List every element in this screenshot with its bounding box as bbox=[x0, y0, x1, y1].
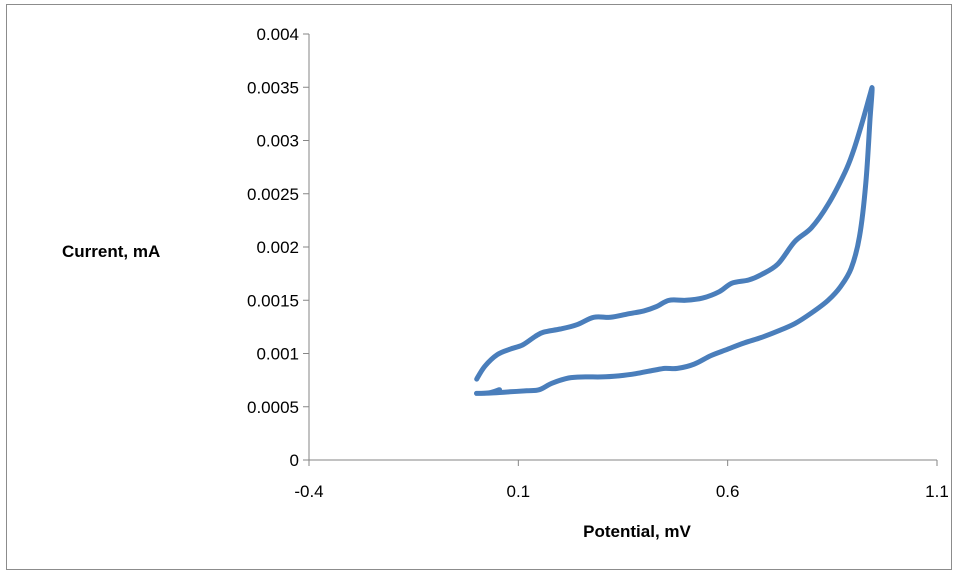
x-ticks: -0.4 0.1 0.6 1.1 bbox=[294, 460, 949, 501]
x-tick-label: -0.4 bbox=[294, 482, 323, 501]
y-tick-label: 0.0035 bbox=[247, 78, 299, 97]
series-group bbox=[473, 85, 875, 396]
y-tick-label: 0.0015 bbox=[247, 291, 299, 310]
series-line-0 bbox=[473, 85, 875, 396]
y-axis-title: Current, mA bbox=[62, 242, 160, 261]
chart-area bbox=[6, 4, 952, 570]
x-axis-title: Potential, mV bbox=[583, 522, 691, 541]
y-ticks: 0 0.0005 0.001 0.0015 0.002 0.0025 0.003 0.0035… bbox=[247, 25, 309, 470]
y-tick-label: 0.003 bbox=[256, 132, 299, 151]
y-tick-label: 0.002 bbox=[256, 238, 299, 257]
x-tick-label: 0.6 bbox=[716, 482, 740, 501]
y-tick-label: 0.001 bbox=[256, 345, 299, 364]
y-tick-label: 0.0005 bbox=[247, 398, 299, 417]
x-tick-label: 1.1 bbox=[925, 482, 949, 501]
y-tick-label: 0.004 bbox=[256, 25, 299, 44]
x-tick-label: 0.1 bbox=[507, 482, 531, 501]
axes bbox=[308, 34, 937, 461]
y-tick-label: 0.0025 bbox=[247, 185, 299, 204]
y-tick-label: 0 bbox=[290, 451, 299, 470]
